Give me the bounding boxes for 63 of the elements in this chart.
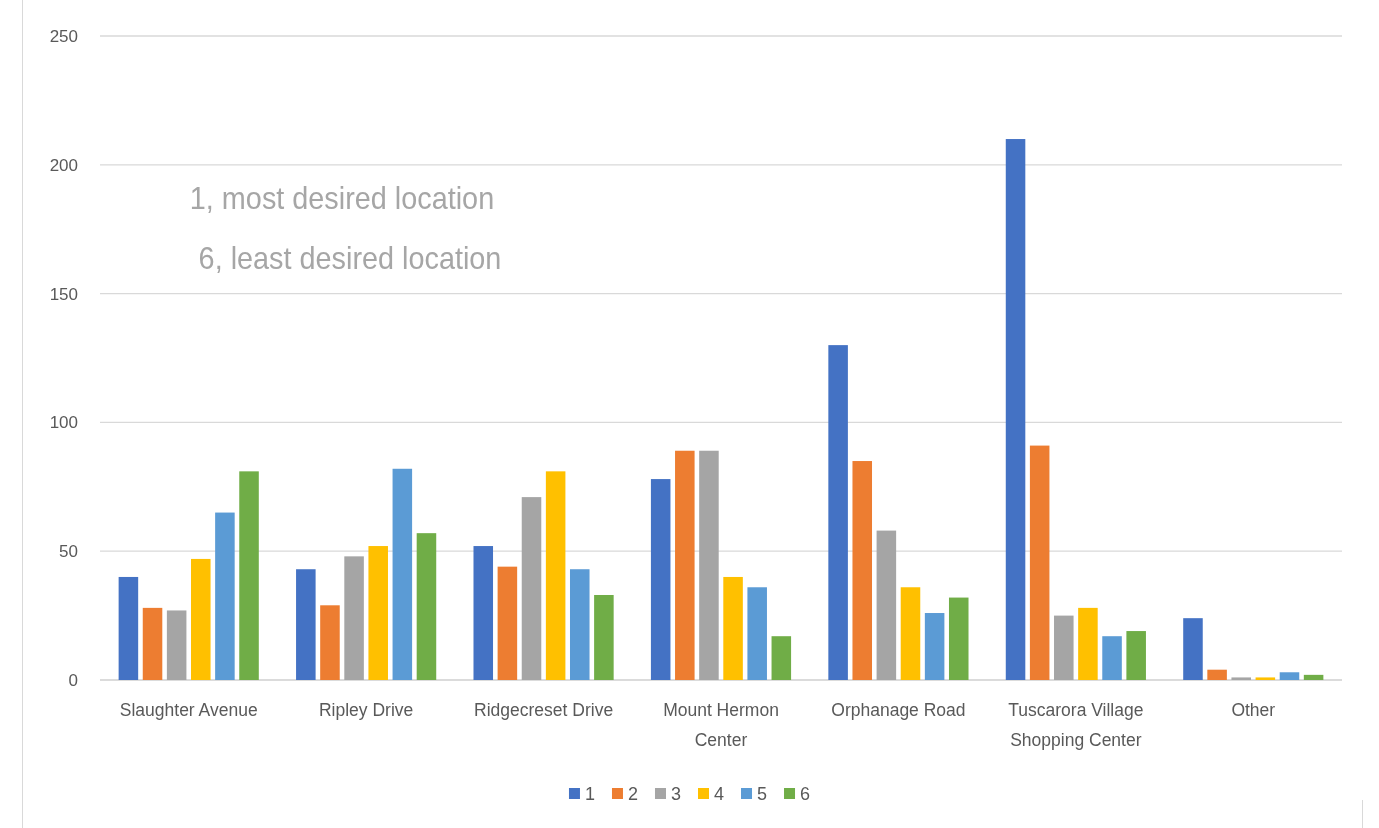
bar	[416, 533, 437, 680]
x-tick-label: Orphanage Road	[831, 700, 966, 720]
bar	[239, 471, 259, 680]
legend-label: 6	[800, 784, 811, 805]
bar	[1102, 636, 1122, 680]
bar	[166, 610, 187, 680]
legend-label: 5	[757, 784, 768, 805]
legend-label: 2	[627, 784, 638, 805]
bar	[344, 556, 364, 680]
annotation: 6, least desired location	[198, 241, 502, 276]
bar	[1126, 631, 1146, 680]
bar	[392, 468, 413, 680]
bar	[1255, 677, 1276, 680]
x-tick-label: Slaughter Avenue	[119, 700, 258, 720]
y-tick-label: 250	[49, 26, 78, 46]
x-tick-label: Ripley Drive	[318, 700, 414, 720]
bar	[1078, 607, 1098, 680]
bar	[215, 512, 235, 680]
y-tick-label: 50	[59, 542, 78, 562]
x-tick-label: Tuscarora Village Shopping Center	[1008, 700, 1144, 750]
bar	[521, 497, 542, 680]
bar	[296, 569, 316, 680]
bar	[675, 450, 695, 680]
y-tick-label: 200	[49, 155, 78, 175]
legend-label: 4	[714, 784, 725, 805]
bar	[497, 566, 518, 680]
bar	[1029, 445, 1050, 680]
bar	[924, 613, 945, 680]
bar	[771, 636, 792, 680]
x-tick-label: Other	[1231, 700, 1276, 720]
bar	[594, 594, 614, 680]
bar	[473, 546, 494, 680]
bar	[142, 607, 163, 680]
y-tick-label: 100	[49, 413, 78, 433]
x-tick-label: Mount Hermon Center	[663, 700, 779, 750]
bar	[1279, 672, 1300, 680]
y-tick-label: 150	[49, 284, 78, 304]
bar	[876, 530, 897, 680]
bar	[368, 546, 388, 680]
bar	[1054, 615, 1074, 680]
bar	[699, 450, 719, 680]
legend-label: 1	[584, 784, 595, 805]
bar	[191, 558, 211, 680]
bar	[828, 345, 848, 680]
bar	[320, 605, 340, 680]
annotation: 1, most desired location	[189, 181, 495, 216]
bar	[1183, 618, 1203, 680]
y-tick-label: 0	[68, 670, 78, 690]
bar	[948, 597, 969, 680]
bar	[1231, 677, 1251, 680]
bar	[747, 587, 767, 680]
bar	[650, 479, 671, 680]
bar	[118, 576, 139, 680]
bar	[545, 471, 566, 680]
bar	[1207, 669, 1227, 680]
bar	[569, 569, 590, 680]
legend-label: 3	[670, 784, 681, 805]
bar	[1303, 674, 1324, 680]
bar	[1005, 139, 1026, 680]
bar	[852, 461, 873, 680]
bar	[723, 576, 743, 680]
x-tick-label: Ridgecreset Drive	[474, 700, 614, 720]
bar	[900, 587, 921, 680]
